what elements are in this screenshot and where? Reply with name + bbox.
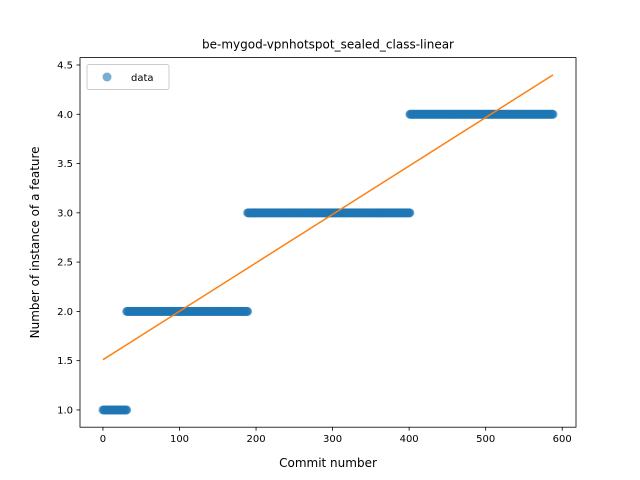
- axes-frame: [79, 57, 577, 428]
- y-tick-label: 3.0: [57, 208, 73, 219]
- x-tick-label: 400: [400, 434, 419, 445]
- y-tick-label: 1.5: [57, 356, 73, 367]
- y-tick-label: 1.0: [57, 405, 73, 416]
- legend-marker-data: [102, 72, 112, 82]
- legend: data: [86, 64, 170, 90]
- x-tick-label: 200: [247, 434, 266, 445]
- y-tick-label: 4.0: [57, 110, 73, 121]
- y-axis-label: Number of instance of a feature: [28, 146, 42, 338]
- fit-line: [102, 74, 554, 361]
- data-point: [122, 405, 132, 415]
- x-axis: 0 100 200 300 400 500 600: [100, 427, 572, 445]
- y-tick-label: 3.5: [57, 159, 73, 170]
- legend-box: [86, 64, 170, 90]
- y-axis: 1.0 1.5 2.0 2.5 3.0 3.5 4.0 4.5: [57, 60, 80, 416]
- x-tick-label: 500: [476, 434, 495, 445]
- y-tick-label: 4.5: [57, 60, 73, 71]
- x-tick-label: 300: [323, 434, 342, 445]
- data-point: [405, 208, 415, 218]
- y-tick-label: 2.0: [57, 307, 73, 318]
- plot-area: [98, 74, 558, 415]
- y-tick-label: 2.5: [57, 258, 73, 269]
- series-data: [98, 109, 558, 415]
- x-tick-label: 600: [553, 434, 572, 445]
- data-point: [243, 306, 253, 316]
- x-tick-label: 0: [100, 434, 106, 445]
- x-tick-label: 100: [170, 434, 189, 445]
- chart-title: be-mygod-vpnhotspot_sealed_class-linear: [202, 38, 454, 52]
- legend-label-data: data: [131, 73, 154, 84]
- x-axis-label: Commit number: [279, 456, 377, 470]
- data-point: [548, 109, 558, 119]
